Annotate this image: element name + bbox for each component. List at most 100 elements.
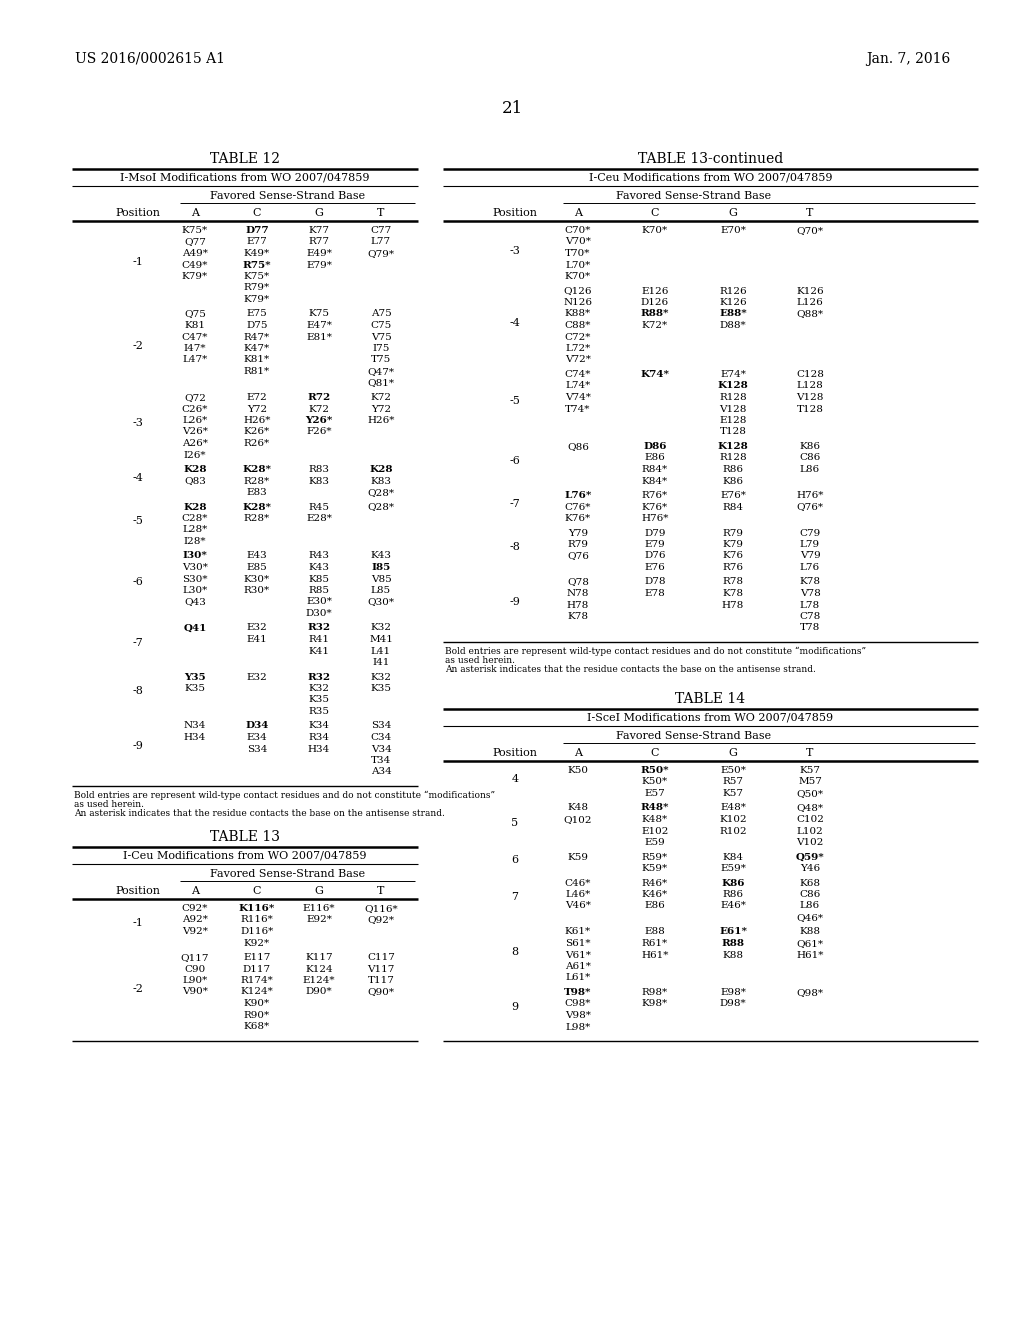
Text: Q41: Q41	[183, 623, 207, 632]
Text: K78: K78	[567, 612, 589, 620]
Text: Y72: Y72	[371, 404, 391, 413]
Text: K126: K126	[797, 286, 824, 296]
Text: I47*: I47*	[183, 345, 206, 352]
Text: -2: -2	[132, 985, 143, 994]
Text: K78: K78	[800, 578, 820, 586]
Text: E88*: E88*	[719, 309, 746, 318]
Text: C92*: C92*	[182, 904, 208, 913]
Text: K75*: K75*	[244, 272, 270, 281]
Text: -7: -7	[133, 638, 143, 648]
Text: I-Ceu Modifications from WO 2007/047859: I-Ceu Modifications from WO 2007/047859	[589, 172, 833, 182]
Text: C76*: C76*	[565, 503, 591, 511]
Text: E81*: E81*	[306, 333, 332, 342]
Text: TABLE 14: TABLE 14	[676, 692, 745, 706]
Text: K102: K102	[719, 814, 746, 824]
Text: V75: V75	[371, 333, 391, 342]
Text: D78: D78	[644, 578, 666, 586]
Text: R84*: R84*	[642, 465, 668, 474]
Text: Bold entries are represent wild-type contact residues and do not constitute “mod: Bold entries are represent wild-type con…	[74, 791, 496, 800]
Text: E46*: E46*	[720, 902, 745, 911]
Text: K43: K43	[371, 552, 391, 561]
Text: An asterisk indicates that the residue contacts the base on the antisense strand: An asterisk indicates that the residue c…	[74, 809, 444, 818]
Text: E30*: E30*	[306, 598, 332, 606]
Text: Q116*: Q116*	[365, 904, 397, 913]
Text: C78: C78	[800, 612, 820, 620]
Text: K61*: K61*	[565, 928, 591, 936]
Text: E86: E86	[645, 902, 666, 911]
Text: E79*: E79*	[306, 260, 332, 269]
Text: I26*: I26*	[183, 450, 206, 459]
Text: R76: R76	[723, 564, 743, 572]
Text: K59: K59	[567, 853, 589, 862]
Text: TABLE 12: TABLE 12	[210, 152, 280, 166]
Text: Q90*: Q90*	[368, 987, 394, 997]
Text: T78: T78	[800, 623, 820, 632]
Text: E34: E34	[247, 733, 267, 742]
Text: R50*: R50*	[641, 766, 670, 775]
Text: L86: L86	[800, 902, 820, 911]
Text: E83: E83	[247, 488, 267, 498]
Text: L47*: L47*	[182, 355, 208, 364]
Text: Q76: Q76	[567, 552, 589, 561]
Text: Q92*: Q92*	[368, 916, 394, 924]
Text: R77: R77	[308, 238, 330, 247]
Text: E92*: E92*	[306, 916, 332, 924]
Text: E98*: E98*	[720, 987, 745, 997]
Text: Q61*: Q61*	[797, 939, 823, 948]
Text: E116*: E116*	[303, 904, 335, 913]
Text: D77: D77	[245, 226, 269, 235]
Text: E32: E32	[247, 672, 267, 681]
Text: Q50*: Q50*	[797, 789, 823, 799]
Text: F26*: F26*	[306, 428, 332, 437]
Text: R88*: R88*	[641, 309, 670, 318]
Text: C46*: C46*	[565, 879, 591, 887]
Text: A: A	[574, 209, 582, 218]
Text: T74*: T74*	[565, 404, 591, 413]
Text: H34: H34	[308, 744, 330, 754]
Text: -9: -9	[132, 742, 143, 751]
Text: K28: K28	[183, 465, 207, 474]
Text: L41: L41	[371, 647, 391, 656]
Text: Q102: Q102	[564, 814, 592, 824]
Text: H76*: H76*	[641, 513, 669, 523]
Text: K77: K77	[308, 226, 330, 235]
Text: Q117: Q117	[181, 953, 209, 962]
Text: H34: H34	[184, 733, 206, 742]
Text: Jan. 7, 2016: Jan. 7, 2016	[865, 51, 950, 66]
Text: L30*: L30*	[182, 586, 208, 595]
Text: Q98*: Q98*	[797, 987, 823, 997]
Text: K35: K35	[184, 684, 206, 693]
Text: C: C	[253, 886, 261, 896]
Text: E124*: E124*	[303, 975, 335, 985]
Text: K79*: K79*	[244, 294, 270, 304]
Text: H76*: H76*	[797, 491, 823, 500]
Text: L126: L126	[797, 298, 823, 308]
Text: K88: K88	[723, 950, 743, 960]
Text: L86: L86	[800, 465, 820, 474]
Text: N78: N78	[567, 589, 589, 598]
Text: A61*: A61*	[565, 962, 591, 972]
Text: K47*: K47*	[244, 345, 270, 352]
Text: R61*: R61*	[642, 939, 668, 948]
Text: -4: -4	[132, 474, 143, 483]
Text: E102: E102	[641, 826, 669, 836]
Text: K68*: K68*	[244, 1022, 270, 1031]
Text: R81*: R81*	[244, 367, 270, 376]
Text: E74*: E74*	[720, 370, 745, 379]
Text: H61*: H61*	[797, 950, 823, 960]
Text: E57: E57	[645, 789, 666, 799]
Text: T: T	[377, 209, 385, 218]
Text: R90*: R90*	[244, 1011, 270, 1019]
Text: K76: K76	[723, 552, 743, 561]
Text: Q77: Q77	[184, 238, 206, 247]
Text: S30*: S30*	[182, 574, 208, 583]
Text: L46*: L46*	[565, 890, 591, 899]
Text: K116*: K116*	[239, 904, 275, 913]
Text: K84: K84	[723, 853, 743, 862]
Text: K72: K72	[371, 393, 391, 403]
Text: V70*: V70*	[565, 238, 591, 247]
Text: -6: -6	[510, 455, 520, 466]
Text: C90: C90	[184, 965, 206, 974]
Text: G: G	[314, 886, 324, 896]
Text: Q76*: Q76*	[797, 503, 823, 511]
